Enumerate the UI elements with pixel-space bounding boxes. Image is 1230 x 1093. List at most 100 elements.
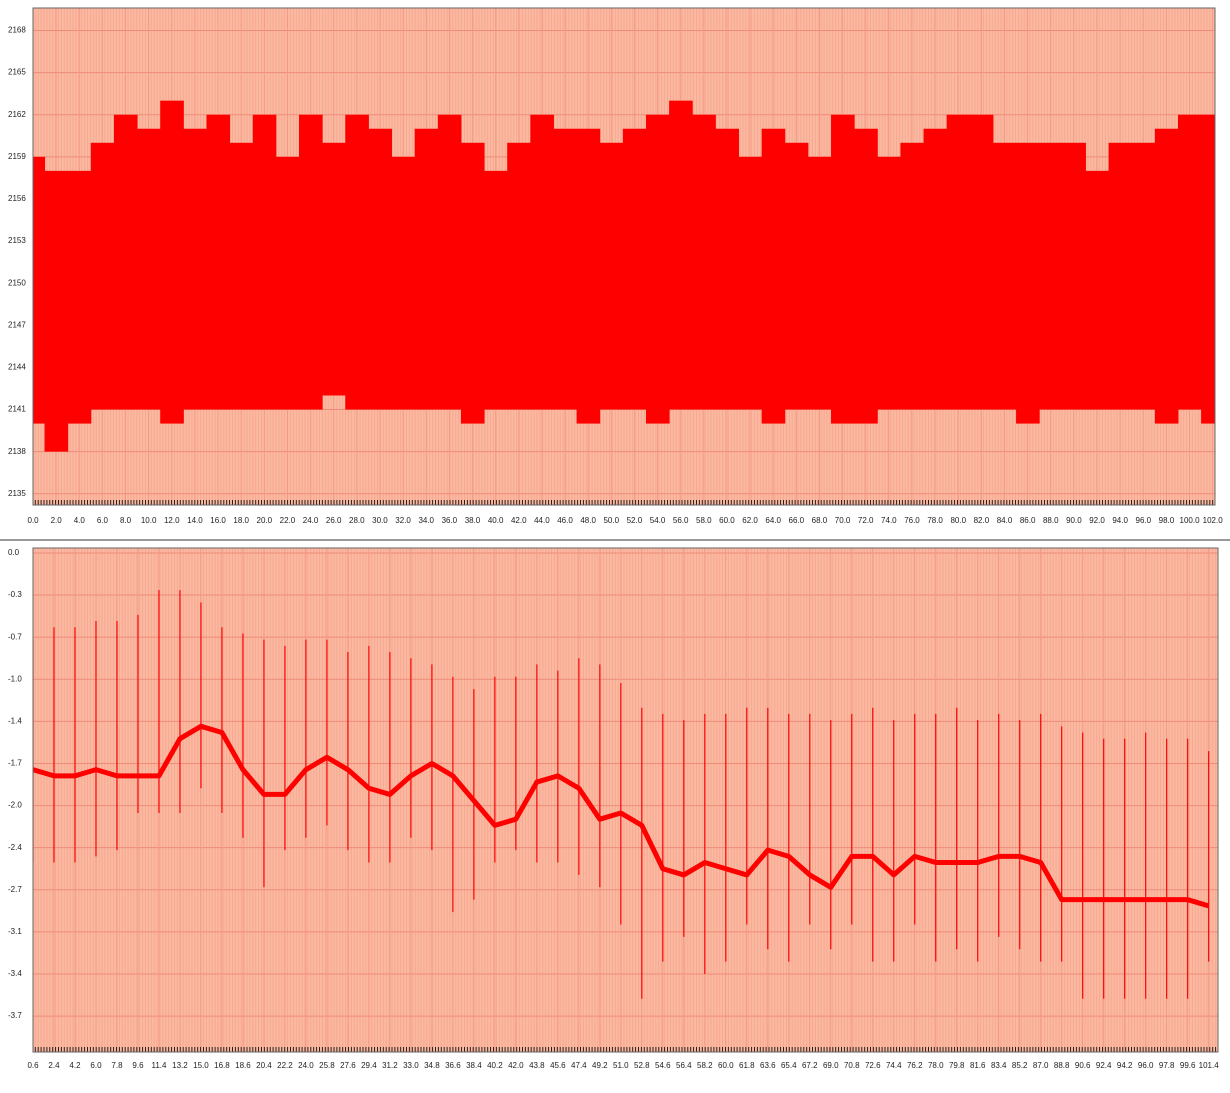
y-tick-label: -3.7 [8, 1011, 22, 1020]
signal-band [900, 142, 925, 410]
signal-band [831, 114, 855, 424]
y-tick-label: -0.3 [8, 590, 22, 599]
x-tick-label: 22.0 [280, 516, 296, 525]
x-tick-label: 83.4 [991, 1061, 1007, 1070]
signal-band [761, 128, 786, 424]
signal-band [1039, 142, 1063, 410]
x-tick-label: 38.4 [466, 1061, 482, 1070]
x-tick-label: 63.6 [760, 1061, 776, 1070]
x-tick-label: 97.8 [1159, 1061, 1175, 1070]
x-tick-label: 34.0 [418, 516, 434, 525]
x-tick-label: 36.6 [445, 1061, 461, 1070]
signal-band [275, 156, 300, 410]
signal-band [1016, 142, 1040, 424]
signal-band [1177, 114, 1202, 410]
x-tick-label: 72.0 [858, 516, 874, 525]
signal-band [576, 128, 601, 424]
x-tick-label: 16.8 [214, 1061, 230, 1070]
signal-band [854, 128, 878, 424]
y-tick-label: -1.0 [8, 674, 22, 683]
x-tick-label: 102.0 [1203, 516, 1224, 525]
signal-band [137, 128, 161, 410]
y-tick-label: -3.4 [8, 969, 22, 978]
signal-band [160, 100, 184, 424]
x-tick-label: 18.6 [235, 1061, 251, 1070]
x-tick-label: 80.0 [950, 516, 966, 525]
x-tick-label: 60.0 [718, 1061, 734, 1070]
y-tick-label: 2144 [8, 363, 26, 372]
signal-band [391, 156, 416, 410]
y-tick-label: 2162 [8, 110, 26, 119]
x-tick-label: 0.6 [27, 1061, 39, 1070]
signal-band [715, 128, 739, 410]
signal-band [229, 142, 254, 410]
signal-band [252, 114, 277, 410]
x-tick-label: 100.0 [1180, 516, 1201, 525]
x-tick-label: 50.0 [603, 516, 619, 525]
x-tick-label: 28.0 [349, 516, 365, 525]
x-tick-label: 98.0 [1159, 516, 1175, 525]
x-tick-label: 22.2 [277, 1061, 293, 1070]
tick-band [33, 500, 1215, 505]
x-tick-label: 60.0 [719, 516, 735, 525]
x-tick-label: 44.0 [534, 516, 550, 525]
x-tick-label: 47.4 [571, 1061, 587, 1070]
x-tick-label: 20.0 [257, 516, 273, 525]
signal-band [67, 170, 92, 424]
x-tick-label: 27.6 [340, 1061, 356, 1070]
x-tick-label: 0.0 [27, 516, 39, 525]
signal-band [1108, 142, 1133, 410]
x-tick-label: 52.0 [627, 516, 643, 525]
y-tick-label: -2.4 [8, 843, 22, 852]
x-tick-label: 24.0 [303, 516, 319, 525]
signal-band [807, 156, 832, 410]
signal-band [530, 114, 554, 410]
x-tick-label: 81.6 [970, 1061, 986, 1070]
x-tick-label: 14.0 [187, 516, 203, 525]
signal-band [622, 128, 647, 410]
x-tick-label: 54.6 [655, 1061, 671, 1070]
x-tick-label: 36.0 [442, 516, 458, 525]
signal-band [460, 142, 485, 424]
y-tick-label: 0.0 [8, 548, 20, 557]
y-tick-label: -0.7 [8, 632, 22, 641]
y-tick-label: 2159 [8, 152, 26, 161]
x-tick-label: 76.2 [907, 1061, 923, 1070]
x-tick-label: 54.0 [650, 516, 666, 525]
x-tick-label: 26.0 [326, 516, 342, 525]
x-tick-label: 25.8 [319, 1061, 335, 1070]
y-tick-label: 2147 [8, 320, 26, 329]
series [33, 100, 1215, 452]
x-tick-label: 18.0 [233, 516, 249, 525]
signal-band [692, 114, 716, 410]
x-tick-label: 6.0 [90, 1061, 102, 1070]
x-tick-label: 4.0 [74, 516, 86, 525]
x-tick-label: 13.2 [172, 1061, 188, 1070]
x-tick-label: 92.0 [1089, 516, 1105, 525]
signal-band [90, 142, 115, 410]
x-tick-label: 20.4 [256, 1061, 272, 1070]
x-tick-label: 6.0 [97, 516, 109, 525]
x-tick-label: 67.2 [802, 1061, 818, 1070]
x-tick-label: 43.8 [529, 1061, 545, 1070]
signal-band [1085, 170, 1110, 410]
x-tick-label: 58.0 [696, 516, 712, 525]
x-tick-label: 90.0 [1066, 516, 1082, 525]
x-tick-label: 88.0 [1043, 516, 1059, 525]
x-tick-label: 84.0 [997, 516, 1013, 525]
x-tick-label: 2.0 [51, 516, 63, 525]
plot-border [32, 547, 1219, 1053]
x-tick-label: 11.4 [151, 1061, 167, 1070]
x-tick-label: 96.0 [1138, 1061, 1154, 1070]
x-tick-label: 82.0 [974, 516, 990, 525]
x-tick-label: 99.6 [1180, 1061, 1196, 1070]
signal-band [44, 170, 69, 452]
x-tick-label: 64.0 [765, 516, 781, 525]
x-tick-label: 88.8 [1054, 1061, 1070, 1070]
baseline [33, 723, 1210, 909]
x-tick-label: 74.0 [881, 516, 897, 525]
signal-band [299, 114, 323, 410]
signal-band [1131, 142, 1156, 410]
x-tick-label: 4.2 [69, 1061, 81, 1070]
signal-band [113, 114, 138, 410]
